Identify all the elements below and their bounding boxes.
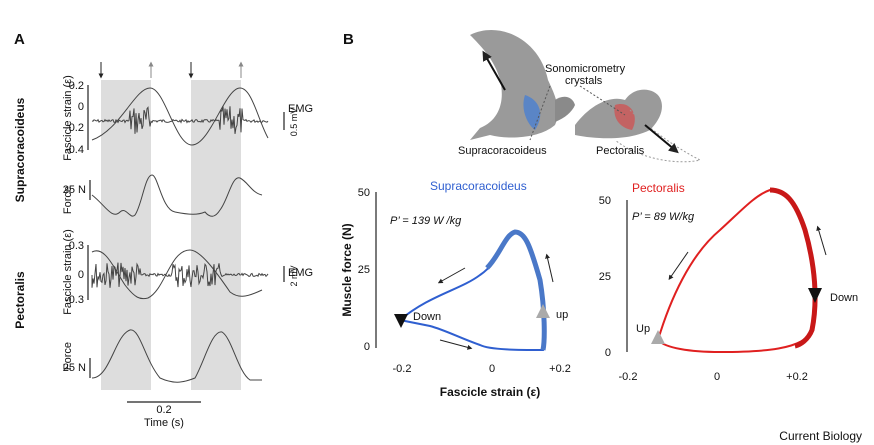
annotation: Sonomicrometry (545, 63, 626, 75)
power: P’ = 89 W/kg (632, 211, 695, 223)
tick-label: 0.2 (69, 80, 84, 92)
tick-label: 50 (599, 195, 611, 207)
emg-trace (91, 262, 269, 288)
power: P’ = 139 W /kg (390, 215, 462, 227)
tick-label: 0 (78, 101, 84, 113)
panel-label: B (343, 31, 354, 48)
shade (101, 80, 151, 390)
axis-label: Fascicle strain (ε) (62, 229, 74, 315)
annotation: up (556, 309, 568, 321)
tick-label: 25 (358, 264, 370, 276)
arrow (437, 267, 466, 284)
time-scale: 0.2 (156, 404, 171, 416)
work-loop-active (485, 229, 547, 351)
tick-label: 50 (358, 187, 370, 199)
muscle-label: Supracoracoideus (13, 97, 27, 202)
annotation: Up (636, 323, 650, 335)
work-loop-active (769, 187, 818, 349)
emg-scale: 0.5 mV (289, 108, 299, 137)
marker (536, 304, 550, 318)
muscle-label: Pectoralis (13, 271, 27, 329)
force-scale: 25 N (63, 362, 86, 374)
annotation: Down (413, 311, 441, 323)
marker (394, 314, 408, 328)
tick-label: 0 (489, 363, 495, 375)
strain-trace (91, 87, 269, 146)
annotation: crystals (565, 75, 603, 87)
strain-trace (91, 249, 263, 300)
axis-label: Fascicle strain (ε) (62, 75, 74, 161)
tick-label: 25 (599, 271, 611, 283)
axis-label: Force (62, 186, 74, 214)
tick-label: -0.2 (393, 363, 412, 375)
panel-label: A (14, 31, 25, 48)
emg-scale: 2 mV (289, 265, 299, 286)
marker (808, 288, 822, 303)
tick-label: 0.3 (69, 240, 84, 252)
marker (651, 330, 665, 344)
tick-label: +0.2 (786, 371, 808, 383)
axis-label: Fascicle strain (ε) (440, 385, 540, 399)
emg-label: EMG (288, 267, 313, 279)
tick-label: 0 (78, 269, 84, 281)
force-trace (91, 329, 262, 383)
bird-illustration (470, 30, 702, 163)
tick-label: 0 (714, 371, 720, 383)
annotation: Down (830, 292, 858, 304)
tick-label: -0.3 (65, 294, 84, 306)
loop-title: Supracoracoideus (430, 179, 527, 193)
time-label: Time (s) (144, 417, 184, 429)
force-trace (91, 174, 263, 217)
arrow (816, 225, 827, 256)
emg-label: EMG (288, 103, 313, 115)
work-loop (397, 230, 546, 352)
arrow (545, 253, 554, 283)
loop-title: Pectoralis (632, 181, 685, 195)
axis-label: Force (62, 342, 74, 370)
emg-trace (91, 105, 269, 134)
arrow (668, 251, 689, 281)
tick-label: -0.4 (65, 144, 84, 156)
tick-label: -0.2 (619, 371, 638, 383)
tick-label: +0.2 (549, 363, 571, 375)
force-scale: 25 N (63, 184, 86, 196)
tick-label: 0 (605, 347, 611, 359)
annotation: Pectoralis (596, 145, 645, 157)
axis-label: Muscle force (N) (340, 223, 354, 316)
tick-label: -0.2 (65, 122, 84, 134)
arrow (439, 339, 473, 350)
footer: Current Biology (779, 429, 862, 443)
shade (191, 80, 241, 390)
tick-label: 0 (364, 341, 370, 353)
annotation: Supracoracoideus (458, 145, 547, 157)
